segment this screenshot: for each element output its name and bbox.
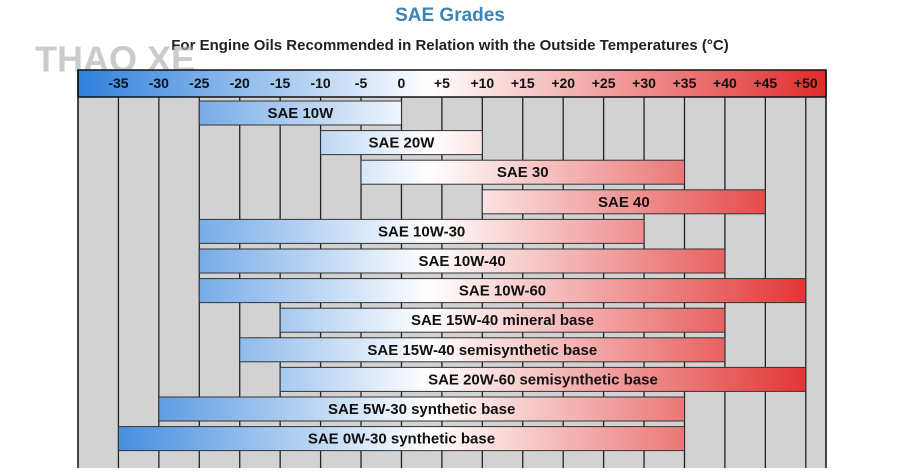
x-tick-label: +50 [794, 75, 818, 91]
x-tick-label: +10 [470, 75, 494, 91]
bar-label: SAE 40 [598, 194, 650, 211]
header-band [77, 69, 827, 98]
bar-label: SAE 10W-30 [378, 223, 465, 240]
bar-label: SAE 20W [369, 135, 436, 152]
bar-label: SAE 15W-40 semisynthetic base [367, 342, 597, 359]
x-tick-label: -5 [355, 75, 368, 91]
x-tick-label: +35 [673, 75, 697, 91]
bar-label: SAE 30 [497, 164, 549, 181]
x-tick-label: +15 [511, 75, 535, 91]
bar-label: SAE 20W-60 semisynthetic base [428, 371, 658, 388]
x-tick-label: +30 [632, 75, 656, 91]
x-tick-label: 0 [398, 75, 406, 91]
range-bar [360, 159, 685, 185]
range-bar [279, 366, 807, 392]
x-tick-label: -15 [270, 75, 290, 91]
range-bar [198, 248, 726, 274]
x-tick-label: -25 [189, 75, 209, 91]
range-bar [239, 337, 726, 363]
range-bar [320, 130, 483, 156]
x-tick-label: -10 [310, 75, 330, 91]
bar-label: SAE 10W [267, 105, 334, 122]
bar-label: SAE 0W-30 synthetic base [308, 431, 495, 448]
bar-label: SAE 5W-30 synthetic base [328, 401, 515, 418]
range-bar [158, 396, 685, 422]
bar-label: SAE 10W-60 [459, 283, 546, 300]
x-tick-label: +25 [592, 75, 616, 91]
range-bar [117, 426, 685, 452]
bar-label: SAE 15W-40 mineral base [411, 312, 594, 329]
x-tick-label: +5 [434, 75, 450, 91]
chart-title: SAE Grades [395, 5, 505, 26]
range-bar [198, 278, 807, 304]
x-tick-label: +20 [551, 75, 575, 91]
bar-label: SAE 10W-40 [418, 253, 505, 270]
x-tick-label: +40 [713, 75, 737, 91]
range-bar [481, 189, 766, 215]
range-bar [198, 100, 402, 126]
x-tick-label: +45 [753, 75, 777, 91]
range-bar [279, 307, 726, 333]
x-tick-label: -20 [230, 75, 250, 91]
x-tick-label: -35 [108, 75, 128, 91]
chart-subtitle: For Engine Oils Recommended in Relation … [171, 37, 728, 54]
x-tick-label: -30 [149, 75, 169, 91]
range-bar [198, 218, 645, 244]
